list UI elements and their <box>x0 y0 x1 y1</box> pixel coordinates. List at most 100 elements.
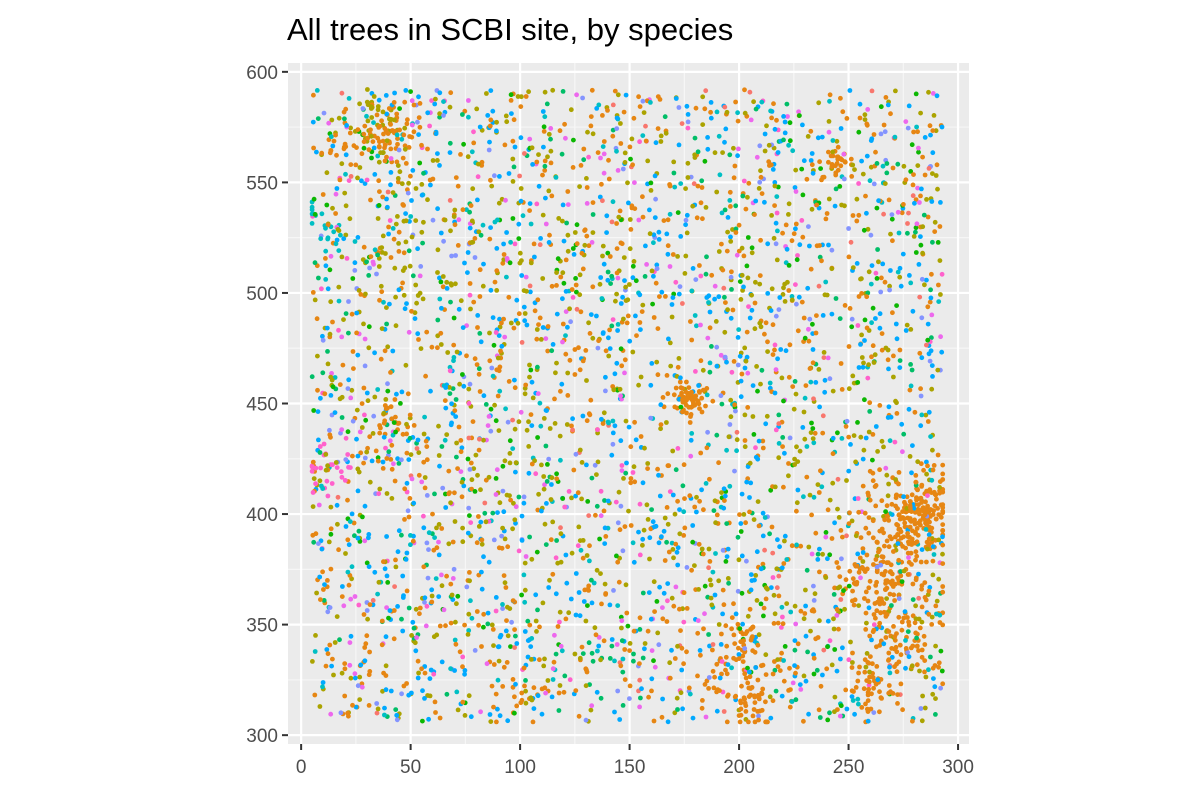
data-point <box>695 618 701 623</box>
data-point <box>708 582 714 588</box>
data-point <box>849 688 855 694</box>
data-point <box>803 678 809 684</box>
data-point <box>479 569 484 575</box>
data-point <box>362 455 368 461</box>
data-point <box>468 598 473 604</box>
data-point <box>380 150 386 156</box>
data-point <box>588 123 594 129</box>
data-point <box>729 369 735 375</box>
y-tick-label: 300 <box>246 726 278 747</box>
data-point <box>385 204 390 210</box>
data-point <box>681 533 687 538</box>
data-point <box>385 131 391 137</box>
data-point <box>800 425 806 430</box>
data-point <box>506 294 512 300</box>
data-point <box>705 135 710 140</box>
data-point <box>910 581 916 587</box>
data-point <box>390 432 396 438</box>
data-point <box>925 304 931 310</box>
data-point <box>825 618 831 624</box>
data-point <box>671 603 677 609</box>
data-point <box>855 420 860 425</box>
data-point <box>399 136 405 142</box>
data-point <box>357 429 363 435</box>
data-point <box>911 172 916 178</box>
data-point <box>593 512 598 518</box>
data-point <box>518 135 524 141</box>
data-point <box>903 328 909 333</box>
data-point <box>880 163 886 169</box>
data-point <box>719 631 724 637</box>
data-point <box>343 457 349 462</box>
data-point <box>747 669 752 675</box>
data-point <box>444 691 450 697</box>
data-point <box>678 628 683 633</box>
data-point <box>376 264 382 269</box>
data-point <box>597 194 603 200</box>
data-point <box>311 196 317 202</box>
data-point <box>873 316 878 321</box>
data-point <box>553 370 558 376</box>
data-point <box>384 605 389 610</box>
data-point <box>876 549 881 555</box>
data-point <box>490 627 496 632</box>
data-point <box>685 112 691 117</box>
data-point <box>453 175 459 181</box>
data-point <box>871 132 877 137</box>
data-point <box>536 322 541 327</box>
data-point <box>512 385 518 391</box>
data-point <box>339 474 345 480</box>
data-point <box>516 221 522 227</box>
data-point <box>859 355 865 360</box>
data-point <box>475 174 481 180</box>
data-point <box>840 645 845 651</box>
data-point <box>500 488 506 494</box>
data-point <box>481 393 487 399</box>
data-point <box>546 240 552 245</box>
data-point <box>343 524 349 529</box>
data-point <box>860 483 866 489</box>
data-point <box>735 534 741 540</box>
data-point <box>688 437 694 443</box>
data-point <box>862 317 868 323</box>
data-point <box>392 478 398 484</box>
data-point <box>512 426 518 432</box>
data-point <box>765 349 770 354</box>
data-point <box>514 703 520 709</box>
data-point <box>637 292 643 298</box>
data-point <box>627 648 632 653</box>
data-point <box>382 705 387 711</box>
data-point <box>870 661 875 667</box>
data-point <box>569 550 575 556</box>
data-point <box>563 351 569 357</box>
data-point <box>844 116 850 121</box>
data-point <box>466 505 472 511</box>
data-point <box>534 629 539 634</box>
data-point <box>559 648 565 654</box>
data-point <box>386 231 391 237</box>
data-point <box>537 624 542 630</box>
data-point <box>877 601 883 607</box>
data-point <box>389 496 395 501</box>
data-point <box>588 707 594 713</box>
data-point <box>733 226 739 232</box>
data-point <box>477 389 483 394</box>
data-point <box>435 151 440 157</box>
data-point <box>790 384 796 389</box>
data-point <box>458 449 464 455</box>
data-point <box>510 526 515 532</box>
data-point <box>920 505 926 510</box>
data-point <box>455 183 461 189</box>
data-point <box>718 642 724 647</box>
data-point <box>364 390 370 396</box>
data-point <box>870 305 876 311</box>
data-point <box>352 268 358 273</box>
data-point <box>649 507 654 512</box>
data-point <box>530 719 536 725</box>
data-point <box>939 271 945 277</box>
data-point <box>619 618 625 624</box>
data-point <box>779 625 784 630</box>
data-point <box>863 664 869 670</box>
data-point <box>349 511 355 517</box>
data-point <box>328 566 334 572</box>
